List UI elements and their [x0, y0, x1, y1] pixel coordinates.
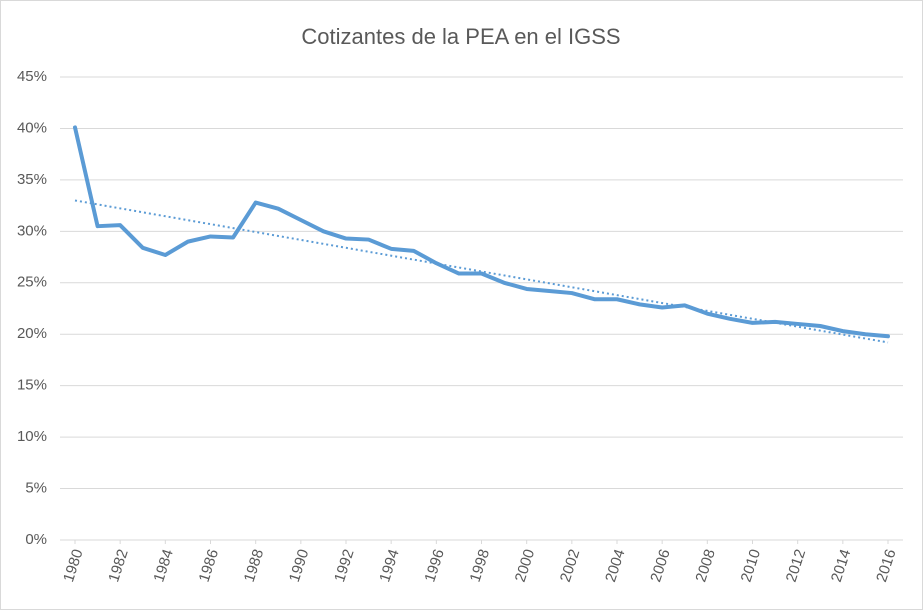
y-tick-label: 45%	[17, 68, 47, 85]
data-line	[73, 125, 890, 339]
y-tick-label: 25%	[17, 274, 47, 291]
y-tick-label: 20%	[17, 325, 47, 342]
y-tick-label: 30%	[17, 222, 47, 239]
chart-title: Cotizantes de la PEA en el IGSS	[301, 24, 620, 49]
y-tick-label: 10%	[17, 428, 47, 445]
y-tick-label: 40%	[17, 119, 47, 136]
y-tick-label: 0%	[25, 531, 47, 548]
y-tick-label: 35%	[17, 171, 47, 188]
y-tick-label: 5%	[25, 480, 47, 497]
y-tick-label: 15%	[17, 377, 47, 394]
